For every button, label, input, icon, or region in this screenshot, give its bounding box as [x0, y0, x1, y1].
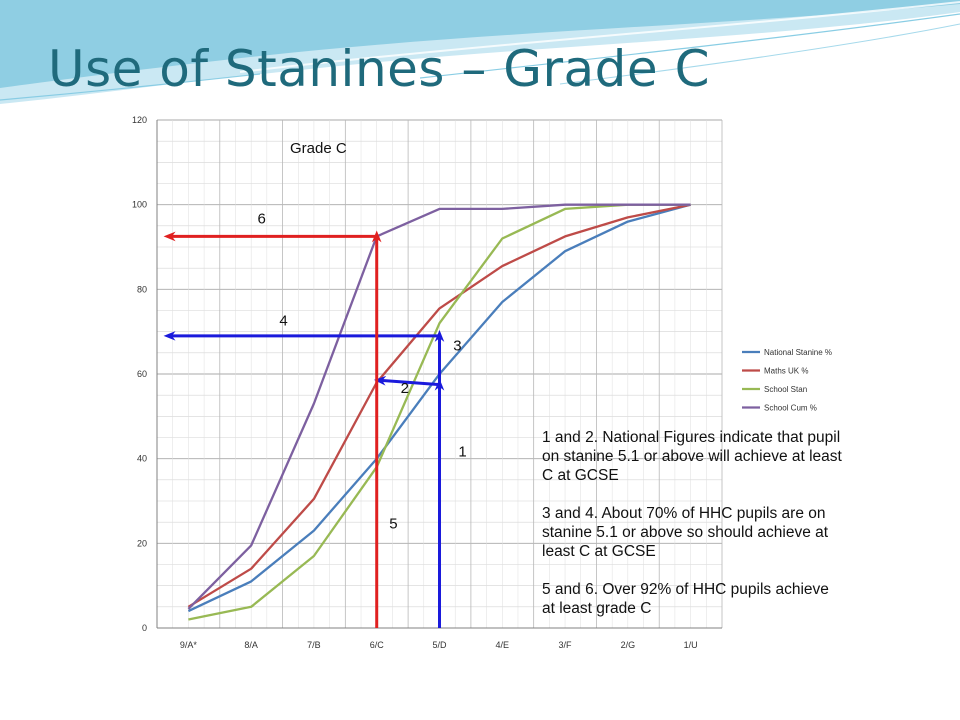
note-1: 1 and 2. National Figures indicate that …	[542, 429, 842, 484]
series-line-3	[188, 203, 691, 621]
y-tick-label: 80	[137, 284, 147, 294]
series-line-4	[187, 203, 691, 610]
note-2: 3 and 4. About 70% of HHC pupils are on …	[542, 505, 829, 560]
annotation-label-1: 1	[458, 444, 466, 461]
chart-container: 0 20 40 60 80 100 120 9/A* 8/A 7/B 6/C 5/D 4/E 3/F 2/G…	[120, 108, 850, 668]
legend-label-4: School Cum %	[764, 404, 817, 413]
x-tick-label: 9/A*	[180, 640, 198, 650]
y-tick-label: 100	[132, 200, 147, 210]
line-chart: 0 20 40 60 80 100 120 9/A* 8/A 7/B 6/C 5/D 4/E 3/F 2/G…	[132, 115, 832, 650]
y-tick-label: 120	[132, 115, 147, 125]
y-tick-label: 20	[137, 538, 147, 548]
series-line-2	[187, 203, 691, 608]
annotation-label-5: 5	[389, 516, 397, 533]
legend-label-3: School Stan	[764, 385, 807, 394]
x-tick-label: 7/B	[307, 640, 321, 650]
x-tick-label: 8/A	[244, 640, 258, 650]
x-tick-label: 1/U	[684, 640, 698, 650]
x-tick-label: 2/G	[621, 640, 636, 650]
x-tick-label: 5/D	[432, 640, 447, 650]
annotation-label-4: 4	[279, 312, 287, 329]
legend: National Stanine % Maths UK % School Stan S…	[742, 348, 832, 413]
x-tick-label: 3/F	[559, 640, 573, 650]
annotation-arrow-2	[373, 375, 440, 387]
chart-title: Grade C	[290, 140, 347, 157]
y-tick-label: 60	[137, 369, 147, 379]
note-3: 5 and 6. Over 92% of HHC pupils achieve …	[542, 581, 829, 617]
slide-title: Use of Stanines – Grade C	[48, 40, 710, 98]
legend-label-2: Maths UK %	[764, 367, 808, 376]
x-tick-label: 6/C	[370, 640, 385, 650]
notes-panel: 1 and 2. National Figures indicate that …	[542, 428, 842, 637]
header-swoosh-decoration	[0, 0, 960, 104]
y-tick-label: 40	[137, 454, 147, 464]
legend-label-1: National Stanine %	[764, 348, 832, 357]
y-tick-label: 0	[142, 623, 147, 633]
annotation-label-3: 3	[453, 338, 461, 355]
annotation-label-2: 2	[401, 380, 409, 397]
annotation-label-6: 6	[257, 211, 265, 228]
x-tick-label: 4/E	[496, 640, 510, 650]
annotations: 1 2 3 4 5 6	[163, 211, 467, 628]
